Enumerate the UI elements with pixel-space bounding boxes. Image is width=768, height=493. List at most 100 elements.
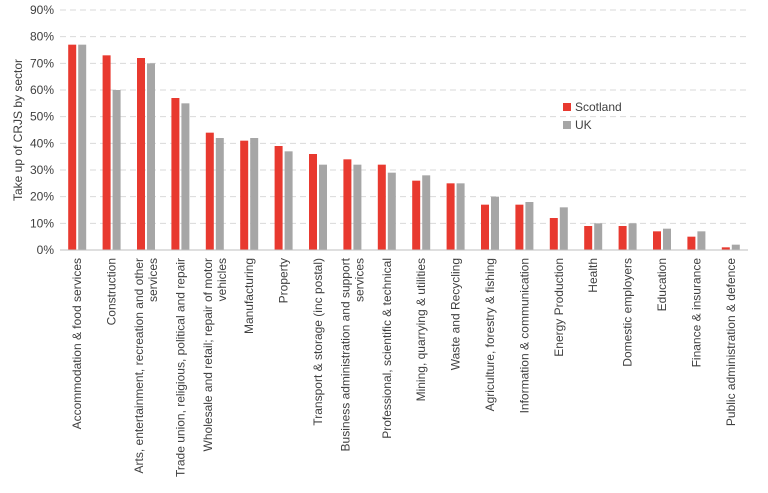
bar-uk-12 bbox=[491, 196, 499, 250]
bar-uk-18 bbox=[697, 231, 706, 250]
category-label-group: Construction bbox=[105, 258, 119, 325]
bar-scotland-13 bbox=[515, 204, 524, 250]
bar-scotland-1 bbox=[102, 55, 111, 251]
y-tick-label: 10% bbox=[30, 216, 54, 230]
bar-scotland-19 bbox=[721, 247, 730, 250]
category-label-group: Waste and Recycling bbox=[449, 258, 463, 370]
bar-uk-3 bbox=[181, 103, 190, 250]
bar-uk-15 bbox=[594, 223, 603, 250]
y-tick-label: 60% bbox=[30, 83, 54, 97]
bar-scotland-17 bbox=[653, 231, 661, 250]
bar-uk-6 bbox=[284, 151, 293, 250]
bar-scotland-10 bbox=[412, 180, 421, 250]
category-label-group: Education bbox=[655, 258, 669, 311]
x-category-label: Professional, scientific & technical bbox=[380, 258, 394, 439]
legend: Scotland UK bbox=[563, 100, 622, 132]
bar-uk-2 bbox=[147, 63, 155, 251]
category-label-group: Agriculture, forestry & fishing bbox=[483, 258, 497, 411]
x-category-label: Agriculture, forestry & fishing bbox=[483, 258, 497, 411]
bar-scotland-2 bbox=[137, 58, 145, 250]
x-category-label: Finance & insurance bbox=[689, 258, 703, 368]
category-label-group: Manufacturing bbox=[242, 258, 256, 334]
legend-swatch-scotland bbox=[563, 103, 571, 111]
category-label-group: Energy Production bbox=[552, 258, 566, 357]
category-label-group: Finance & insurance bbox=[689, 258, 703, 368]
bar-uk-14 bbox=[559, 207, 568, 250]
x-category-label: Arts, entertainment, recreation and othe… bbox=[132, 258, 146, 473]
x-category-label: Wholesale and retail; repair of motor bbox=[201, 258, 215, 451]
bar-scotland-9 bbox=[377, 164, 386, 250]
y-tick-label: 30% bbox=[30, 163, 54, 177]
x-category-label: Public administration & defence bbox=[724, 258, 738, 426]
gridlines bbox=[60, 9, 748, 224]
category-label-group: Business administration and support servi… bbox=[338, 257, 366, 451]
y-tick-label: 80% bbox=[30, 30, 54, 44]
y-tick-label: 70% bbox=[30, 56, 54, 70]
y-axis-ticks: 0% 10% 20% 30% 40% 50% 60% 70% 80% 90% bbox=[30, 3, 54, 257]
x-category-label: Domestic employers bbox=[621, 258, 635, 367]
x-category-label: Business administration and support bbox=[338, 257, 352, 451]
bar-uk-16 bbox=[628, 223, 637, 250]
y-tick-label: 90% bbox=[30, 3, 54, 17]
bar-uk-5 bbox=[250, 138, 259, 250]
bars bbox=[68, 44, 740, 251]
category-label-group: Trade union, religious, political and re… bbox=[173, 258, 187, 477]
bar-uk-8 bbox=[353, 164, 362, 250]
legend-label-scotland: Scotland bbox=[575, 100, 622, 114]
x-category-label: Waste and Recycling bbox=[449, 258, 463, 370]
bar-uk-1 bbox=[112, 90, 121, 250]
y-tick-label: 50% bbox=[30, 110, 54, 124]
bar-scotland-14 bbox=[549, 218, 558, 250]
bar-scotland-11 bbox=[446, 183, 455, 250]
x-category-label: Manufacturing bbox=[242, 258, 256, 334]
x-category-label: Education bbox=[655, 258, 669, 311]
bar-uk-13 bbox=[525, 202, 534, 250]
y-axis-title: Take up of CRJS by sector bbox=[11, 59, 25, 201]
category-label-group: Mining, quarrying & utilities bbox=[414, 258, 428, 401]
y-tick-label: 40% bbox=[30, 136, 54, 150]
x-category-label: services bbox=[146, 258, 160, 302]
bar-scotland-12 bbox=[481, 204, 489, 250]
category-label-group: Health bbox=[586, 258, 600, 293]
x-category-label: Accommodation & food services bbox=[70, 258, 84, 429]
bar-uk-17 bbox=[663, 228, 671, 250]
x-category-label: Mining, quarrying & utilities bbox=[414, 258, 428, 401]
bar-scotland-7 bbox=[309, 154, 317, 250]
category-label-group: Arts, entertainment, recreation and othe… bbox=[132, 258, 160, 473]
bar-scotland-5 bbox=[240, 140, 249, 250]
category-label-group: Public administration & defence bbox=[724, 258, 738, 426]
category-label-group: Domestic employers bbox=[621, 258, 635, 367]
bar-scotland-16 bbox=[618, 226, 627, 250]
category-label-group: Wholesale and retail; repair of motor veh… bbox=[201, 258, 229, 451]
y-tick-label: 20% bbox=[30, 190, 54, 204]
legend-label-uk: UK bbox=[575, 118, 592, 132]
bar-scotland-6 bbox=[274, 146, 283, 250]
bar-scotland-0 bbox=[68, 44, 77, 250]
bar-scotland-3 bbox=[171, 98, 180, 250]
bar-scotland-4 bbox=[205, 132, 214, 250]
category-labels: Accommodation & food services Constructio… bbox=[70, 257, 738, 477]
x-category-label: Transport & storage (inc postal) bbox=[311, 258, 325, 426]
x-category-label: Trade union, religious, political and re… bbox=[173, 258, 187, 477]
bar-uk-0 bbox=[78, 44, 87, 250]
bar-uk-9 bbox=[387, 172, 396, 250]
bar-uk-10 bbox=[422, 175, 431, 250]
category-label-group: Information & communication bbox=[517, 258, 531, 413]
legend-swatch-uk bbox=[563, 121, 571, 129]
x-category-label: vehicles bbox=[215, 258, 229, 301]
category-label-group: Professional, scientific & technical bbox=[380, 258, 394, 439]
bar-uk-7 bbox=[319, 164, 327, 250]
bar-scotland-8 bbox=[343, 159, 352, 250]
bar-scotland-15 bbox=[584, 226, 593, 250]
x-category-label: services bbox=[352, 258, 366, 302]
x-category-label: Health bbox=[586, 258, 600, 293]
category-label-group: Property bbox=[277, 258, 291, 303]
y-tick-label: 0% bbox=[37, 243, 55, 257]
bar-uk-11 bbox=[456, 183, 465, 250]
x-category-label: Information & communication bbox=[517, 258, 531, 413]
x-category-label: Energy Production bbox=[552, 258, 566, 357]
category-label-group: Transport & storage (inc postal) bbox=[311, 258, 325, 426]
x-category-label: Construction bbox=[105, 258, 119, 325]
bar-uk-19 bbox=[731, 244, 740, 250]
